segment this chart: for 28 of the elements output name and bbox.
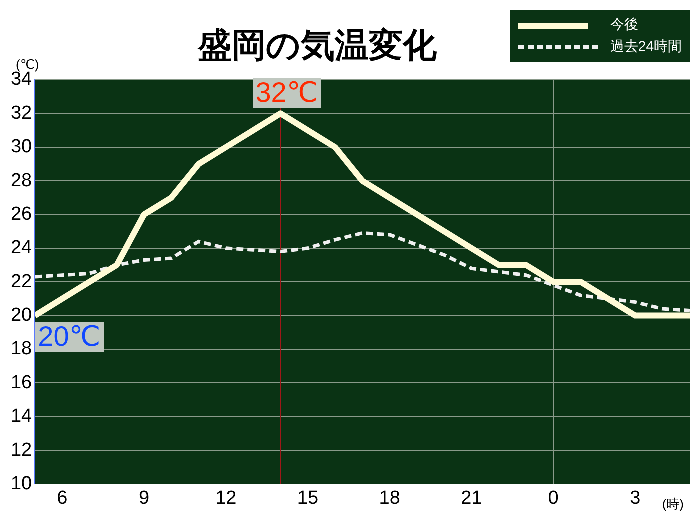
y-tick-label: 24 bbox=[10, 238, 33, 259]
y-tick-label: 32 bbox=[10, 102, 32, 124]
x-axis-title: (時) bbox=[662, 496, 684, 512]
x-tick-label: 21 bbox=[461, 488, 482, 509]
x-tick-label: 3 bbox=[630, 488, 641, 509]
x-tick-label: 9 bbox=[138, 488, 150, 509]
y-tick-label: 18 bbox=[10, 338, 32, 360]
legend-label: 今後 bbox=[610, 16, 638, 34]
x-tick-label: 15 bbox=[297, 488, 319, 509]
annotation: 20℃ bbox=[35, 320, 104, 352]
y-tick-label: 26 bbox=[10, 204, 32, 225]
line-series bbox=[35, 232, 690, 312]
y-tick-label: 22 bbox=[10, 271, 32, 292]
y-tick-label: 14 bbox=[10, 406, 33, 428]
y-tick-label: 12 bbox=[10, 440, 32, 461]
chart-title: 盛岡の気温変化 bbox=[198, 26, 437, 66]
legend-label: 過去24時間 bbox=[610, 38, 682, 56]
y-tick-label: 10 bbox=[10, 473, 32, 494]
y-tick-label: 30 bbox=[10, 136, 32, 158]
y-tick-label: 20 bbox=[10, 305, 32, 326]
y-tick-label: 28 bbox=[10, 170, 32, 192]
x-tick-label: 18 bbox=[379, 488, 400, 509]
x-tick-label: 12 bbox=[216, 488, 237, 509]
x-tick-label: 6 bbox=[57, 488, 68, 509]
y-tick-label: 16 bbox=[10, 372, 32, 394]
y-axis-title: (℃) bbox=[16, 57, 40, 72]
x-tick-label: 0 bbox=[548, 488, 559, 509]
annotation: 32℃ bbox=[252, 76, 322, 108]
